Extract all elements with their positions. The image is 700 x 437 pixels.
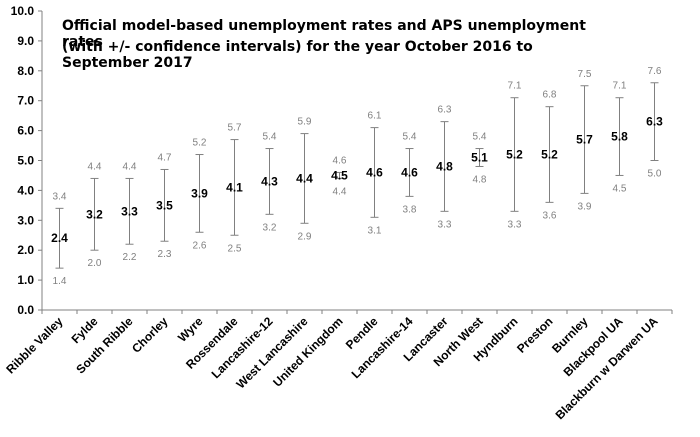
x-category-label: Fylde [69,314,101,346]
lower-bound-label: 3.3 [508,219,522,230]
value-label: 3.5 [156,198,173,212]
value-label: 4.6 [401,165,418,179]
value-label: 5.2 [541,148,558,162]
upper-bound-label: 7.5 [578,69,592,80]
value-label: 5.1 [471,151,488,165]
value-label: 4.1 [226,180,243,194]
y-tick-label: 1.0 [17,273,34,287]
value-label: 3.3 [121,204,138,218]
lower-bound-label: 2.3 [158,249,172,260]
chart-title-line-2: (with +/- confidence intervals) for the … [62,39,533,71]
y-tick-label: 4.0 [17,183,34,197]
value-label: 6.3 [646,115,663,129]
lower-bound-label: 3.3 [438,219,452,230]
lower-bound-label: 4.8 [473,174,487,185]
upper-bound-label: 4.6 [333,155,347,166]
value-label: 4.3 [261,174,278,188]
y-tick-label: 3.0 [17,213,34,227]
y-tick-label: 9.0 [17,34,34,48]
upper-bound-label: 6.8 [543,90,557,101]
upper-bound-label: 4.7 [158,152,172,163]
x-category-label: Preston [514,314,555,355]
upper-bound-label: 6.1 [368,111,382,122]
value-label: 2.4 [51,231,68,245]
value-label: 4.5 [331,168,348,182]
y-tick-label: 7.0 [17,94,34,108]
value-label: 4.6 [366,165,383,179]
y-tick-label: 0.0 [17,303,34,317]
lower-bound-label: 3.6 [543,210,557,221]
value-label: 4.4 [296,171,313,185]
lower-bound-label: 5.0 [648,169,662,180]
upper-bound-label: 7.1 [613,81,627,92]
y-tick-label: 8.0 [17,64,34,78]
value-label: 3.2 [86,207,103,221]
upper-bound-label: 6.3 [438,105,452,116]
x-category-label: Chorley [129,314,171,356]
upper-bound-label: 7.6 [648,66,662,77]
value-label: 5.2 [506,148,523,162]
upper-bound-label: 7.1 [508,81,522,92]
upper-bound-label: 5.4 [263,132,277,143]
y-tick-label: 2.0 [17,243,34,257]
lower-bound-label: 3.9 [578,201,592,212]
upper-bound-label: 4.4 [123,161,137,172]
upper-bound-label: 5.7 [228,123,242,134]
x-category-label: Ribble Valley [3,314,65,376]
lower-bound-label: 3.2 [263,222,277,233]
x-category-label: Wyre [175,314,206,345]
lower-bound-label: 4.4 [333,186,347,197]
x-category-label: Lancashire-12 [209,314,276,381]
upper-bound-label: 3.4 [53,191,67,202]
lower-bound-label: 2.5 [228,243,242,254]
lower-bound-label: 2.6 [193,240,207,251]
value-label: 5.8 [611,130,628,144]
value-label: 3.9 [191,186,208,200]
value-label: 4.8 [436,159,453,173]
value-label: 5.7 [576,133,593,147]
upper-bound-label: 5.4 [403,132,417,143]
upper-bound-label: 5.4 [473,132,487,143]
lower-bound-label: 4.5 [613,183,627,194]
y-tick-label: 5.0 [17,154,34,168]
lower-bound-label: 2.2 [123,252,137,263]
lower-bound-label: 3.8 [403,204,417,215]
lower-bound-label: 3.1 [368,225,382,236]
lower-bound-label: 1.4 [53,276,67,287]
lower-bound-label: 2.0 [88,258,102,269]
upper-bound-label: 5.9 [298,117,312,128]
y-tick-label: 10.0 [11,4,35,18]
upper-bound-label: 4.4 [88,161,102,172]
x-category-label: Lancashire-14 [349,314,416,381]
lower-bound-label: 2.9 [298,231,312,242]
upper-bound-label: 5.2 [193,138,207,149]
chart-title-line-1: Official model-based unemployment rates … [62,18,586,50]
y-tick-label: 6.0 [17,124,34,138]
